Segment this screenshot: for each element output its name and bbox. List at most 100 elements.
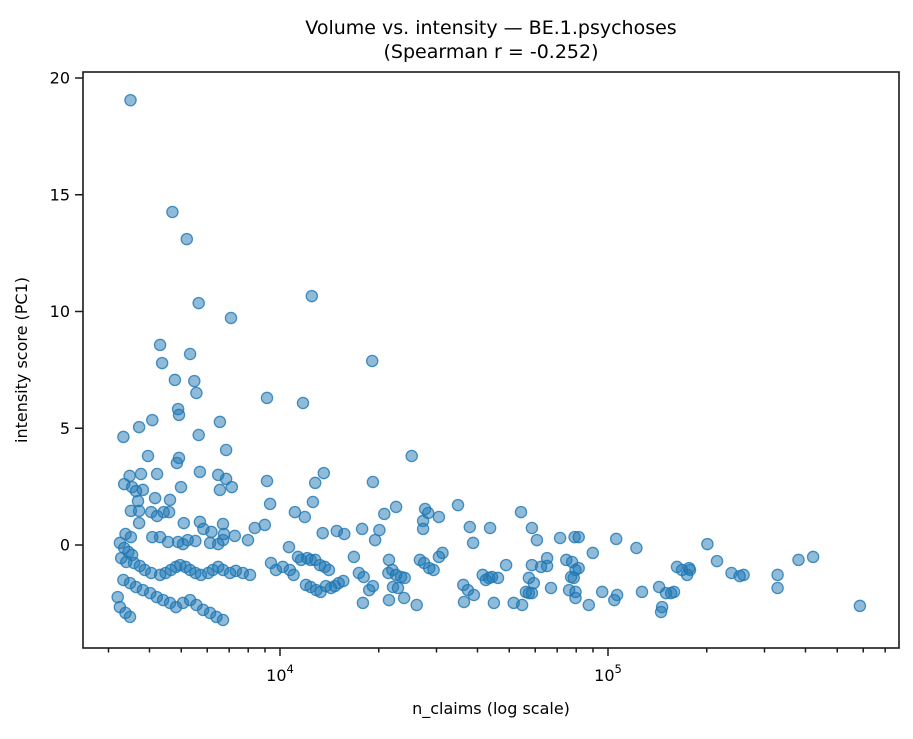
data-point: [654, 605, 668, 619]
data-point: [853, 599, 867, 613]
data-point: [123, 610, 137, 624]
data-point: [172, 408, 186, 422]
data-point: [365, 354, 379, 368]
data-point: [150, 467, 164, 481]
data-point: [288, 505, 302, 519]
data-point: [483, 521, 497, 535]
data-point: [305, 289, 319, 303]
data-point: [124, 530, 138, 544]
data-point: [322, 563, 336, 577]
data-point: [457, 595, 471, 609]
y-tick-label: 15: [50, 185, 70, 204]
data-point: [132, 504, 146, 518]
data-point: [134, 467, 148, 481]
data-point: [162, 505, 176, 519]
data-point: [241, 533, 255, 547]
data-point: [737, 568, 750, 582]
data-point: [337, 574, 350, 588]
data-point: [117, 430, 130, 444]
y-tick-label: 0: [60, 536, 70, 555]
data-point: [572, 561, 585, 575]
chart-title: Volume vs. intensity — BE.1.psychoses: [305, 17, 676, 39]
data-point: [467, 588, 481, 602]
data-point: [391, 581, 405, 595]
data-point: [544, 581, 558, 595]
data-point: [192, 296, 205, 310]
data-point: [610, 588, 624, 602]
data-point: [174, 480, 188, 494]
data-point: [317, 466, 331, 480]
data-point: [155, 356, 169, 370]
data-point: [553, 531, 567, 545]
data-point: [188, 374, 201, 388]
data-point: [586, 546, 600, 560]
data-point: [432, 510, 446, 524]
data-point: [389, 500, 403, 514]
data-point: [166, 205, 179, 219]
data-point: [205, 525, 218, 539]
data-point: [630, 541, 643, 555]
axis-ticks-group: 0 5 10 15 20 104 105: [50, 69, 886, 685]
data-point: [569, 591, 582, 605]
data-point: [193, 465, 207, 479]
data-point: [514, 505, 528, 519]
data-point: [338, 527, 351, 541]
data-point: [609, 532, 623, 546]
data-point: [177, 516, 191, 530]
data-point: [146, 413, 159, 427]
x-tick-label: 104: [266, 662, 294, 685]
data-point: [136, 483, 150, 497]
data-point: [170, 456, 184, 470]
data-point: [213, 483, 227, 497]
y-tick-label: 10: [50, 302, 70, 321]
data-point: [260, 474, 274, 488]
data-point: [806, 550, 820, 564]
data-point: [436, 546, 449, 560]
data-point: [567, 571, 580, 585]
data-point: [111, 590, 124, 604]
data-point: [153, 338, 167, 352]
data-point: [595, 585, 609, 599]
plot-frame: [82, 71, 900, 649]
data-point: [416, 522, 430, 536]
data-point: [148, 491, 162, 505]
data-point: [463, 520, 477, 534]
data-point: [224, 311, 238, 325]
data-point: [316, 526, 329, 540]
data-point: [410, 598, 423, 612]
data-point: [192, 428, 205, 442]
data-point: [306, 495, 320, 509]
data-point: [357, 570, 370, 584]
data-point: [771, 581, 784, 595]
data-point: [168, 373, 182, 387]
data-point: [355, 522, 369, 536]
data-point: [398, 571, 411, 585]
data-point: [258, 518, 272, 532]
data-point: [405, 449, 418, 463]
data-point: [243, 568, 257, 582]
data-point: [366, 475, 380, 489]
data-point: [792, 553, 805, 567]
data-point: [228, 529, 242, 543]
x-tick-label: 105: [594, 662, 622, 685]
data-point: [710, 554, 724, 568]
data-point: [683, 563, 697, 577]
data-point: [635, 585, 649, 599]
data-point: [180, 232, 194, 246]
data-point: [397, 591, 411, 605]
data-point: [347, 550, 361, 564]
data-point: [298, 510, 312, 524]
y-tick-label: 5: [60, 419, 70, 438]
data-point: [213, 415, 227, 429]
data-point: [163, 493, 177, 507]
data-point: [189, 534, 202, 548]
data-point: [219, 443, 233, 457]
data-point: [263, 497, 277, 511]
data-point: [466, 536, 480, 550]
data-point: [282, 540, 296, 554]
data-point: [427, 563, 440, 577]
data-point: [260, 391, 274, 405]
data-point: [190, 386, 203, 400]
data-point: [368, 533, 382, 547]
